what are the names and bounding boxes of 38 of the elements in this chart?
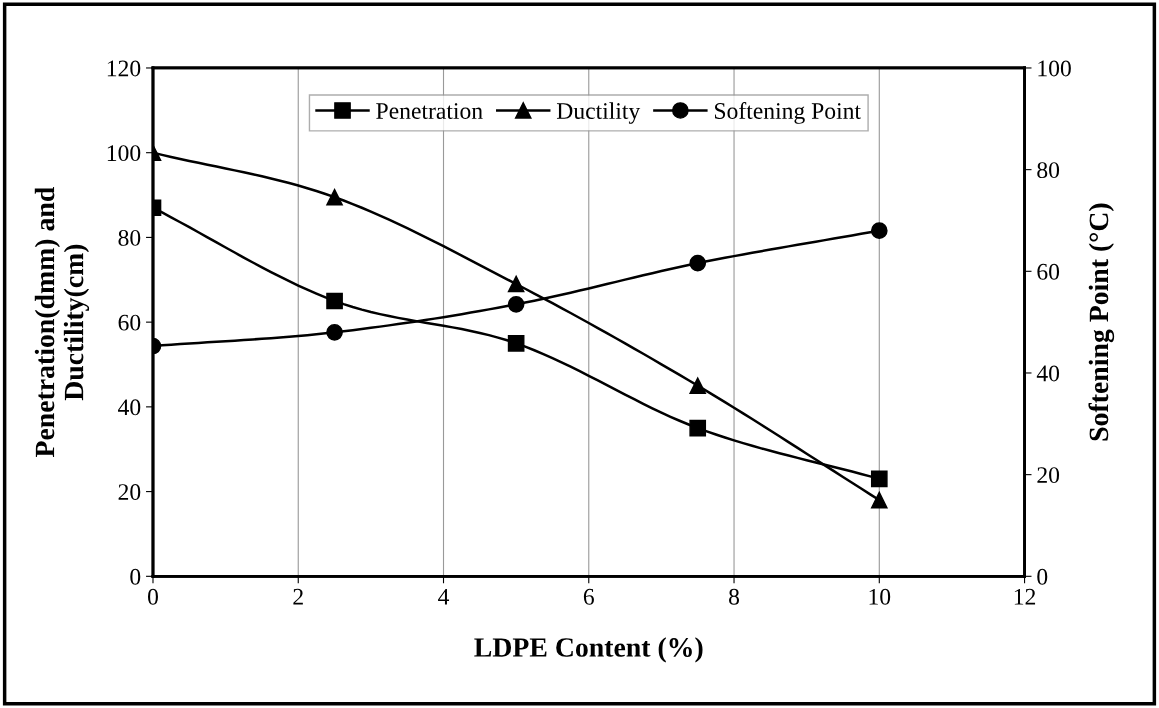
point <box>689 254 707 272</box>
point <box>326 188 343 206</box>
y-tick-label: 60 <box>118 314 141 331</box>
point <box>870 222 888 239</box>
point <box>507 296 525 313</box>
y-axis-title: Penetration(dmm) and Ductility(cm) <box>34 187 90 458</box>
x-tick-label: 6 <box>583 588 594 605</box>
y2-tick-label: 0 <box>1037 568 1048 585</box>
point <box>326 292 343 310</box>
legend-label: Ductility <box>556 102 641 124</box>
point <box>870 491 888 509</box>
y-tick-label: 120 <box>107 60 141 77</box>
y-tick-label: 0 <box>130 568 141 585</box>
x-tick-label: 8 <box>729 588 740 605</box>
x-tick-label: 0 <box>147 588 158 605</box>
y-tick-label: 100 <box>107 145 141 162</box>
x-tick-label: 2 <box>293 588 303 605</box>
y-tick-label: 20 <box>118 484 141 501</box>
x-axis-title: LDPE Content (%) <box>474 637 703 663</box>
y2-tick-label: 100 <box>1038 60 1071 77</box>
y2-tick-label: 80 <box>1037 162 1060 179</box>
point <box>326 323 343 341</box>
y2-tick-label: 40 <box>1036 365 1060 382</box>
y2-tick-label: 20 <box>1037 467 1060 484</box>
point <box>689 419 707 437</box>
y-tick-label: 40 <box>118 399 141 416</box>
legend-label: Softening Point <box>715 102 861 124</box>
y2-tick-label: 60 <box>1037 263 1060 280</box>
legend-label: Penetration <box>376 103 483 119</box>
point <box>870 470 888 488</box>
y2-axis-title: Softening Point (°C) <box>1088 203 1115 441</box>
point <box>507 334 525 352</box>
x-tick-label: 12 <box>1014 588 1036 605</box>
x-tick-label: 10 <box>869 588 891 605</box>
y-tick-label: 80 <box>118 229 141 246</box>
x-tick-label: 4 <box>438 588 450 605</box>
point <box>507 275 525 293</box>
point <box>689 377 707 395</box>
